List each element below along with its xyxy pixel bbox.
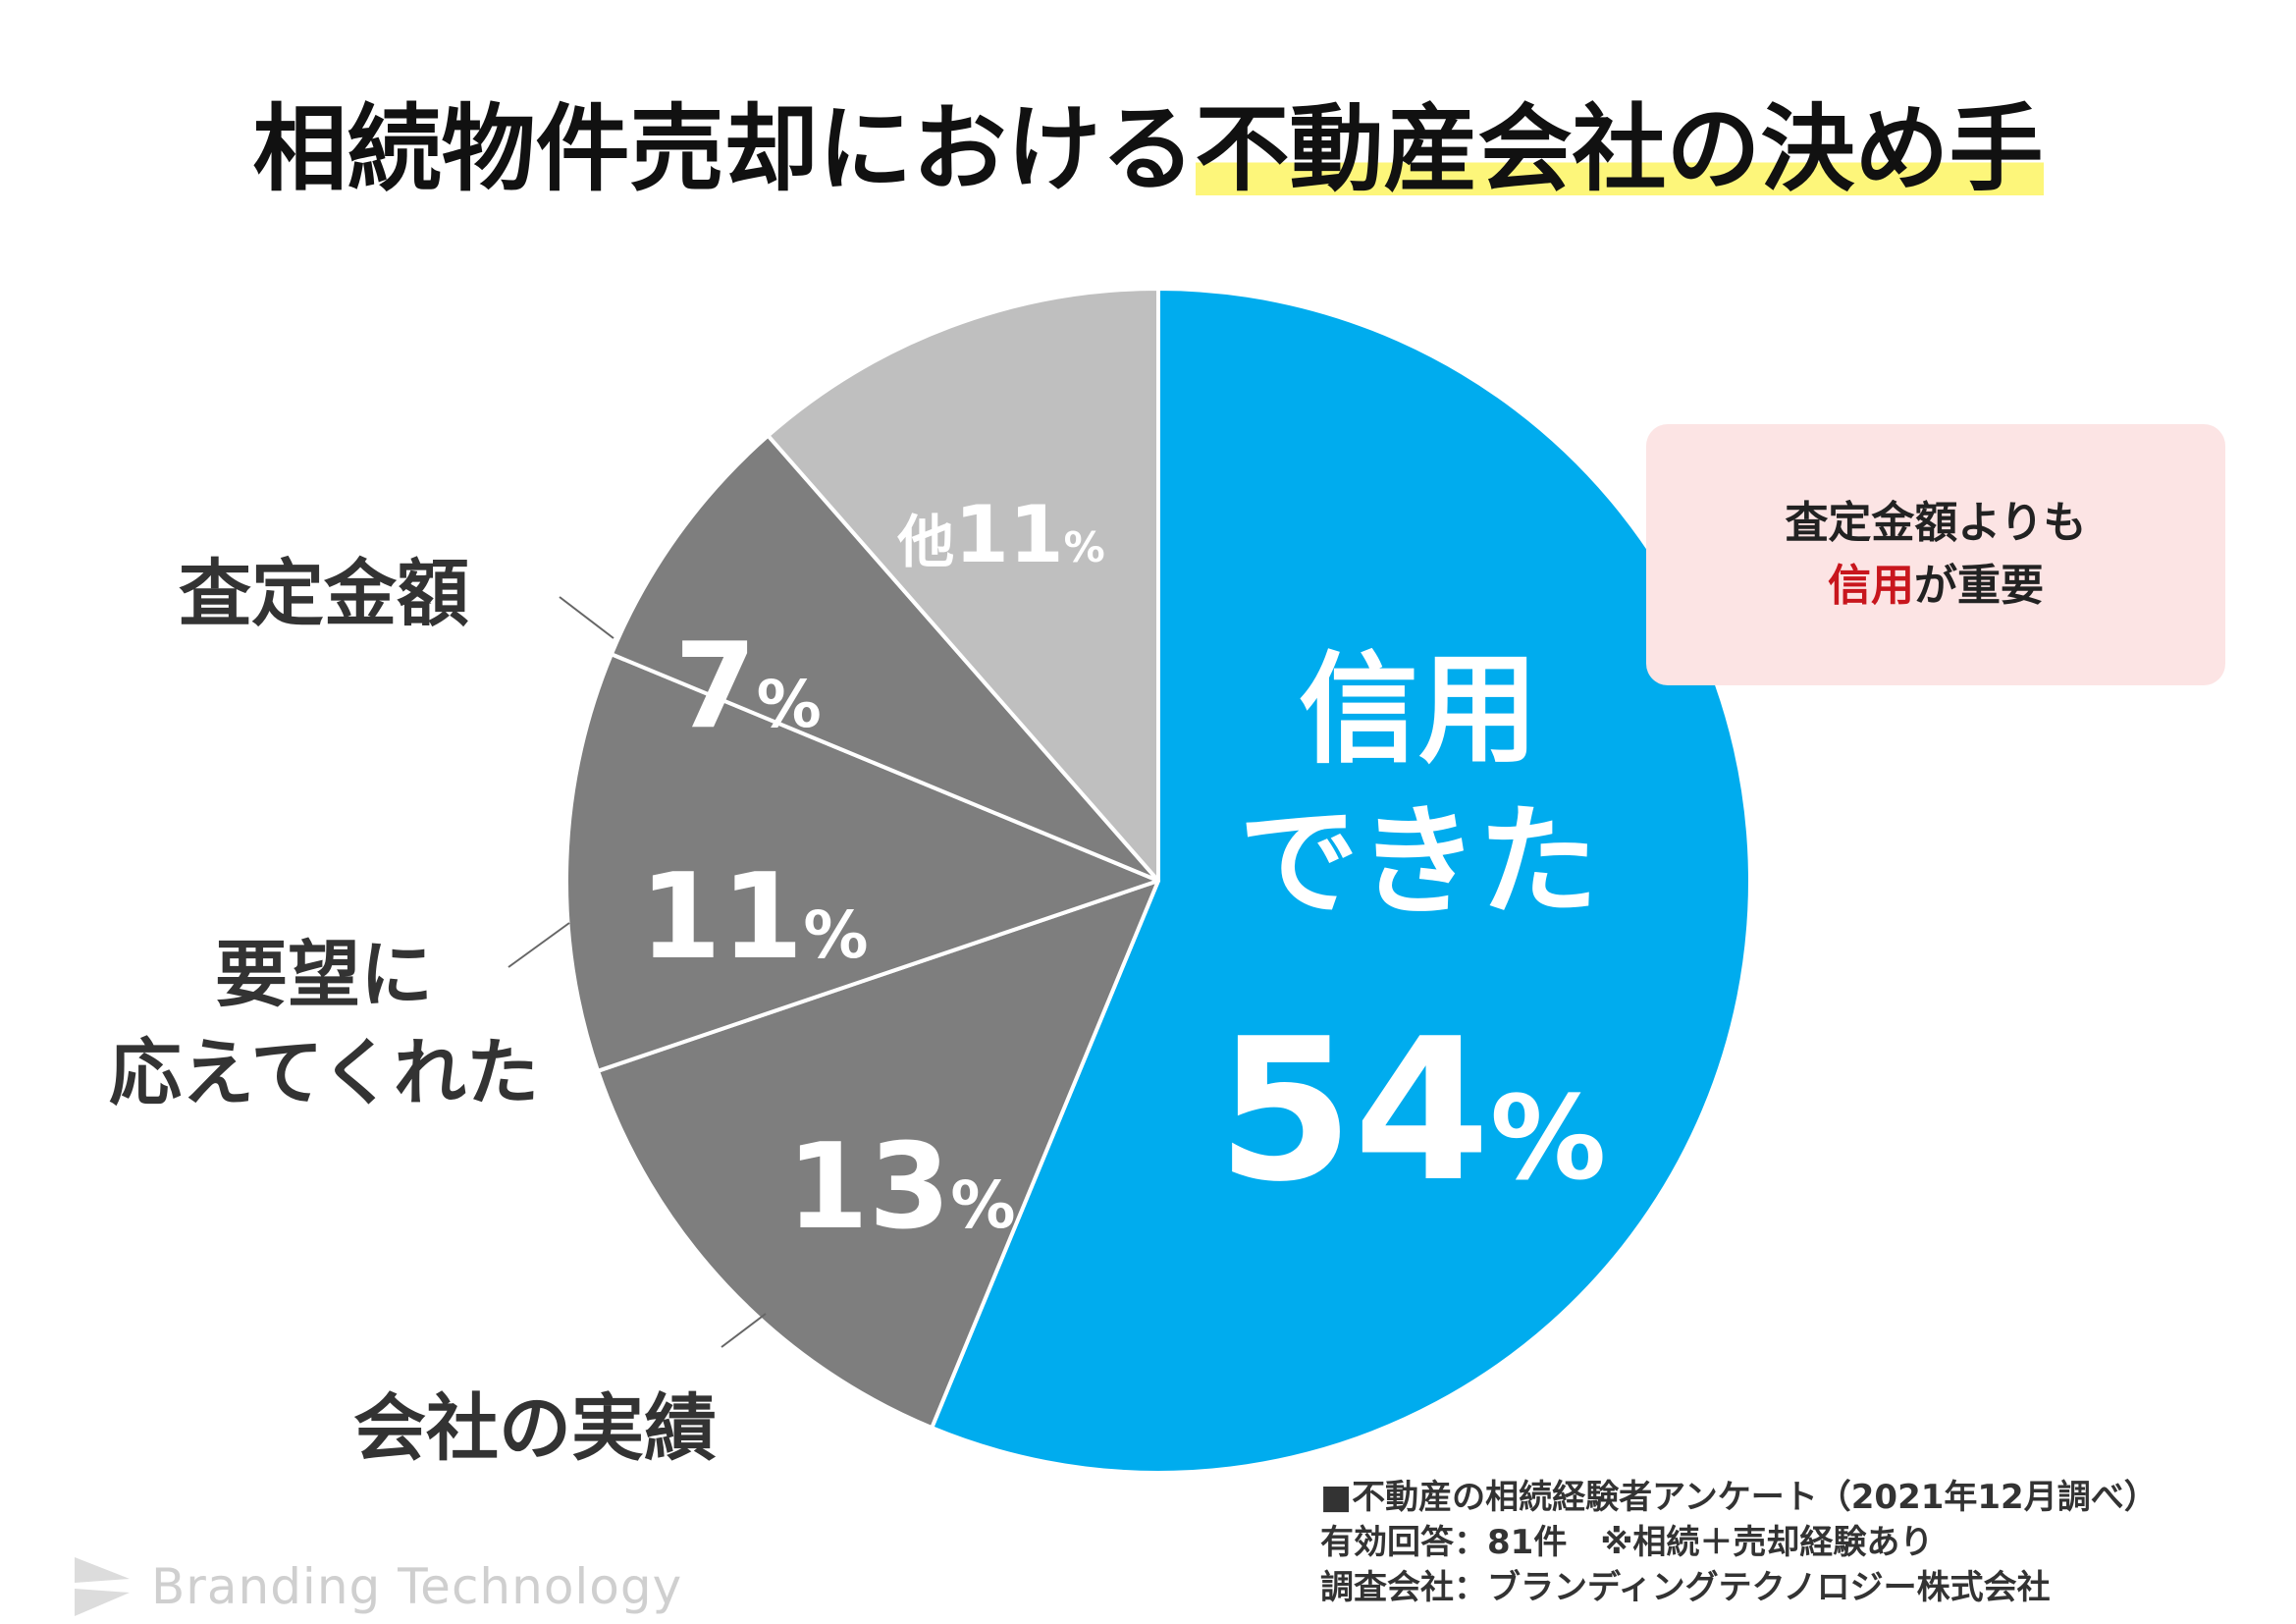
slice-value-unit: % bbox=[757, 667, 822, 742]
slice-value-label-other: 他11% bbox=[896, 489, 1104, 580]
category-label-requests-2: 応えてくれた bbox=[109, 1031, 539, 1115]
slice-value-unit: % bbox=[803, 897, 868, 973]
slice-value-number: 11 bbox=[639, 849, 803, 986]
slice-name-label-trust-1: 信用 bbox=[1299, 640, 1538, 780]
chart-title: 相続物件売却における不動産会社の決め手 bbox=[0, 90, 2296, 208]
survey-note-line-1: ■不動産の相続経験者アンケート（2021年12月調べ） bbox=[1320, 1478, 2158, 1517]
survey-note-line-2: 有効回答：81件 ※相続＋売却経験あり bbox=[1320, 1523, 1934, 1562]
slice-value-unit: % bbox=[1490, 1070, 1606, 1206]
title-highlight: 不動産会社の決め手 bbox=[1195, 94, 2044, 204]
slice-value-label-appraisal: 7% bbox=[674, 619, 822, 755]
pie-slice-requests bbox=[563, 652, 1160, 1073]
pie-slice-other bbox=[766, 287, 1160, 883]
slice-name-label-trust-2: できた bbox=[1239, 792, 1598, 932]
slice-value-unit: % bbox=[950, 1167, 1015, 1243]
callout-accent-text: 信用 bbox=[1828, 561, 1914, 611]
category-label-requests-1: 要望に bbox=[215, 933, 433, 1017]
category-label-appraisal: 査定金額 bbox=[179, 552, 469, 636]
callout-line-2: 信用が重要 bbox=[1828, 555, 2044, 618]
callout-line-1: 査定金額よりも bbox=[1785, 498, 2087, 548]
slice-value-number: 11 bbox=[954, 489, 1063, 580]
callout-rest-text: が重要 bbox=[1914, 561, 2044, 611]
slice-value-unit: % bbox=[1064, 523, 1105, 571]
pie-slice-appraisal bbox=[609, 433, 1160, 883]
leader-line-requests bbox=[507, 922, 570, 968]
pie-slice-track-record bbox=[596, 879, 1160, 1431]
slice-value-number: 7 bbox=[674, 619, 757, 755]
callout-box: 査定金額よりも 信用が重要 bbox=[1646, 424, 2225, 685]
survey-note-line-3: 調査会社：ブランディングテクノロジー株式会社 bbox=[1320, 1568, 2051, 1607]
leader-line-track-record bbox=[721, 1313, 767, 1348]
slice-value-label-trust: 54% bbox=[1217, 997, 1607, 1225]
slice-value-label-track-record: 13% bbox=[786, 1119, 1015, 1256]
brand-mark-icon bbox=[75, 1557, 130, 1616]
slice-prefix-label: 他 bbox=[896, 509, 954, 575]
pie-slice-trust bbox=[930, 287, 1752, 1475]
category-label-track-record: 会社の実績 bbox=[353, 1386, 717, 1471]
slice-value-number: 13 bbox=[786, 1119, 950, 1256]
brand-name: Branding Technology bbox=[151, 1558, 683, 1615]
slice-value-label-requests: 11% bbox=[639, 849, 868, 986]
slice-value-number: 54 bbox=[1217, 997, 1490, 1225]
survey-note: ■不動産の相続経験者アンケート（2021年12月調べ） 有効回答：81件 ※相続… bbox=[1320, 1475, 2158, 1610]
leader-line-appraisal bbox=[559, 596, 614, 639]
title-main: 相続物件売却における bbox=[252, 94, 1196, 204]
brand-logo: Branding Technology bbox=[75, 1551, 682, 1622]
